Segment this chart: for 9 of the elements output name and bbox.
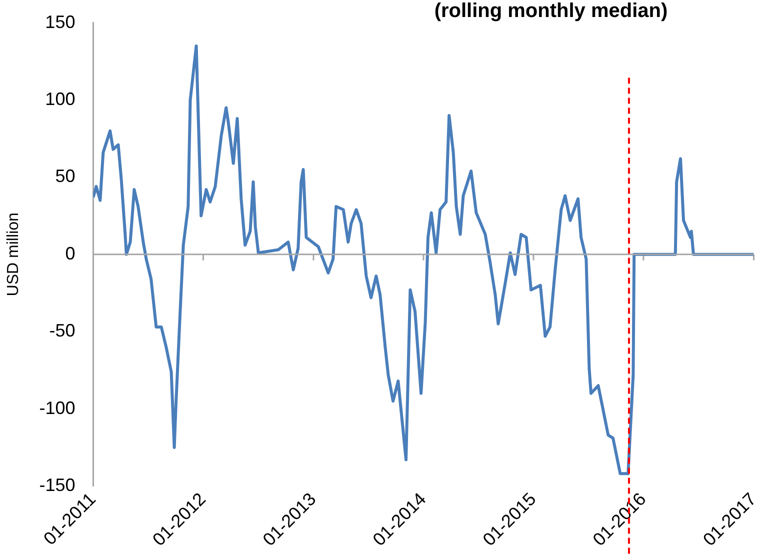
y-tick-label: 50	[55, 166, 76, 186]
y-tick-label: -100	[39, 398, 76, 418]
y-tick-label: -150	[39, 474, 76, 495]
y-axis-title: USD million	[5, 212, 22, 296]
y-tick-label: 150	[45, 12, 76, 32]
y-tick-label: 100	[45, 88, 76, 109]
chart-title: (rolling monthly median)	[433, 0, 669, 22]
y-tick-label: 0	[65, 243, 76, 264]
y-tick-label: -50	[49, 320, 76, 341]
